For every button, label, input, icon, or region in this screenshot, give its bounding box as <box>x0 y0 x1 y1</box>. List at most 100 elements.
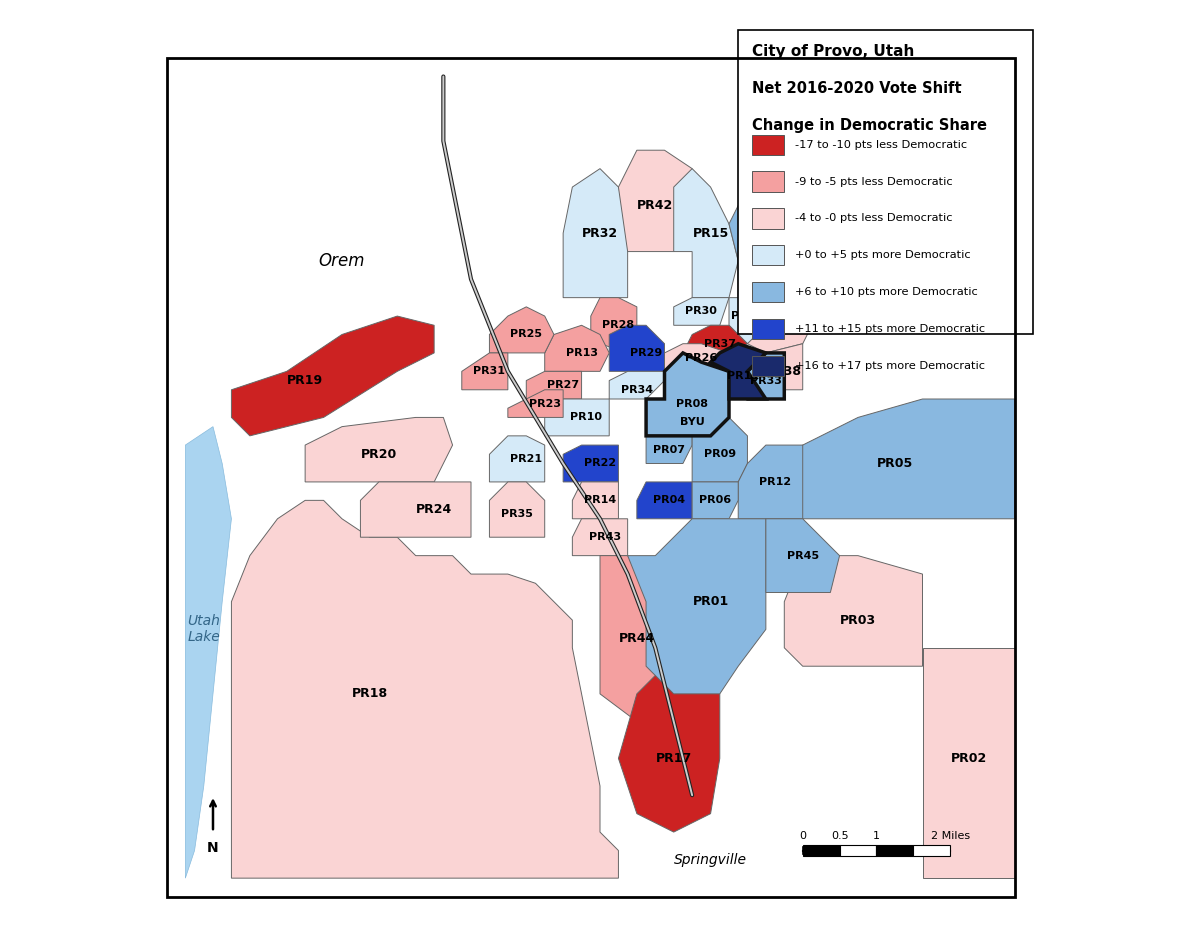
Text: 0.5: 0.5 <box>830 832 848 842</box>
Text: PR18: PR18 <box>352 687 388 701</box>
Text: PR24: PR24 <box>416 503 452 516</box>
Text: PR42: PR42 <box>637 199 673 212</box>
Text: PR37: PR37 <box>703 338 736 349</box>
Text: PR13: PR13 <box>565 348 598 358</box>
Polygon shape <box>637 482 692 519</box>
Text: PR12: PR12 <box>760 476 791 487</box>
Text: +6 to +10 pts more Democratic: +6 to +10 pts more Democratic <box>796 287 978 298</box>
Polygon shape <box>618 150 692 251</box>
Text: +0 to +5 pts more Democratic: +0 to +5 pts more Democratic <box>796 250 971 260</box>
Text: PR03: PR03 <box>840 614 876 627</box>
Text: PR01: PR01 <box>692 595 728 608</box>
Text: PR06: PR06 <box>700 495 731 505</box>
Polygon shape <box>766 399 1015 519</box>
Text: PR38: PR38 <box>767 365 803 378</box>
Text: PR19: PR19 <box>287 375 323 387</box>
Bar <box>803 845 840 856</box>
Text: PR44: PR44 <box>619 632 655 645</box>
Polygon shape <box>527 372 582 399</box>
Polygon shape <box>628 519 766 694</box>
Bar <box>752 134 785 155</box>
Text: PR09: PR09 <box>703 450 736 459</box>
Polygon shape <box>785 555 923 667</box>
Text: 2 Miles: 2 Miles <box>930 832 970 842</box>
Polygon shape <box>618 667 720 832</box>
Text: Change in Democratic Share: Change in Democratic Share <box>752 118 988 133</box>
Polygon shape <box>673 169 738 298</box>
Text: +11 to +15 pts more Democratic: +11 to +15 pts more Democratic <box>796 324 985 334</box>
Text: PR31: PR31 <box>474 366 505 376</box>
Text: N: N <box>208 842 218 856</box>
Text: PR05: PR05 <box>877 457 913 470</box>
Bar <box>913 845 950 856</box>
Polygon shape <box>563 169 628 298</box>
Polygon shape <box>730 169 812 307</box>
Text: PR40: PR40 <box>731 311 763 321</box>
Text: 0: 0 <box>799 832 806 842</box>
Polygon shape <box>710 344 766 399</box>
Bar <box>840 845 876 856</box>
Polygon shape <box>232 316 434 436</box>
Polygon shape <box>683 325 748 362</box>
Text: Net 2016-2020 Vote Shift: Net 2016-2020 Vote Shift <box>752 81 961 96</box>
Bar <box>738 31 1033 335</box>
Text: PR14: PR14 <box>584 495 616 505</box>
Polygon shape <box>730 298 766 344</box>
Polygon shape <box>646 436 692 464</box>
Polygon shape <box>572 519 628 555</box>
Text: PR35: PR35 <box>502 509 533 519</box>
Polygon shape <box>610 372 665 399</box>
Text: PR08: PR08 <box>676 399 708 409</box>
Text: PR25: PR25 <box>510 329 542 339</box>
Polygon shape <box>462 353 508 389</box>
Polygon shape <box>185 426 232 878</box>
Polygon shape <box>490 482 545 538</box>
Text: +16 to +17 pts more Democratic: +16 to +17 pts more Democratic <box>796 361 985 371</box>
Polygon shape <box>490 436 545 482</box>
Text: -4 to -0 pts less Democratic: -4 to -0 pts less Democratic <box>796 213 953 223</box>
Polygon shape <box>563 445 618 482</box>
Text: PR34: PR34 <box>620 385 653 395</box>
Polygon shape <box>646 353 730 436</box>
Text: Orem: Orem <box>319 252 365 270</box>
Text: PR45: PR45 <box>787 551 818 561</box>
Text: PR28: PR28 <box>602 321 635 330</box>
Polygon shape <box>665 344 730 372</box>
Text: City of Provo, Utah: City of Provo, Utah <box>752 44 914 59</box>
Polygon shape <box>490 307 554 353</box>
Polygon shape <box>923 648 1015 878</box>
Text: PR20: PR20 <box>361 448 397 461</box>
Polygon shape <box>673 298 730 325</box>
Polygon shape <box>545 325 610 372</box>
Text: Utah
Lake: Utah Lake <box>187 615 221 644</box>
Bar <box>752 245 785 265</box>
Text: PR29: PR29 <box>630 348 662 358</box>
Polygon shape <box>692 482 738 519</box>
Text: PR21: PR21 <box>510 454 542 464</box>
Text: BYU: BYU <box>679 417 704 427</box>
Text: 1: 1 <box>872 832 880 842</box>
Text: PR11: PR11 <box>727 371 758 381</box>
Text: PR30: PR30 <box>685 307 718 316</box>
Text: PR10: PR10 <box>570 413 602 423</box>
Polygon shape <box>305 417 452 482</box>
Bar <box>752 356 785 376</box>
Text: PR26: PR26 <box>685 352 718 362</box>
Polygon shape <box>590 298 637 353</box>
Polygon shape <box>360 482 470 538</box>
Polygon shape <box>738 353 785 399</box>
Polygon shape <box>545 399 610 436</box>
Text: PR27: PR27 <box>547 380 580 390</box>
Bar <box>752 282 785 302</box>
Text: PR43: PR43 <box>588 532 620 542</box>
Polygon shape <box>748 344 803 389</box>
Polygon shape <box>600 555 673 721</box>
Text: -9 to -5 pts less Democratic: -9 to -5 pts less Democratic <box>796 176 953 186</box>
Text: PR33: PR33 <box>750 375 781 386</box>
Text: PR39: PR39 <box>767 319 803 332</box>
Polygon shape <box>766 519 840 592</box>
Bar <box>876 845 913 856</box>
Polygon shape <box>508 389 563 417</box>
Text: Springville: Springville <box>674 853 748 867</box>
Text: PR32: PR32 <box>582 226 618 240</box>
